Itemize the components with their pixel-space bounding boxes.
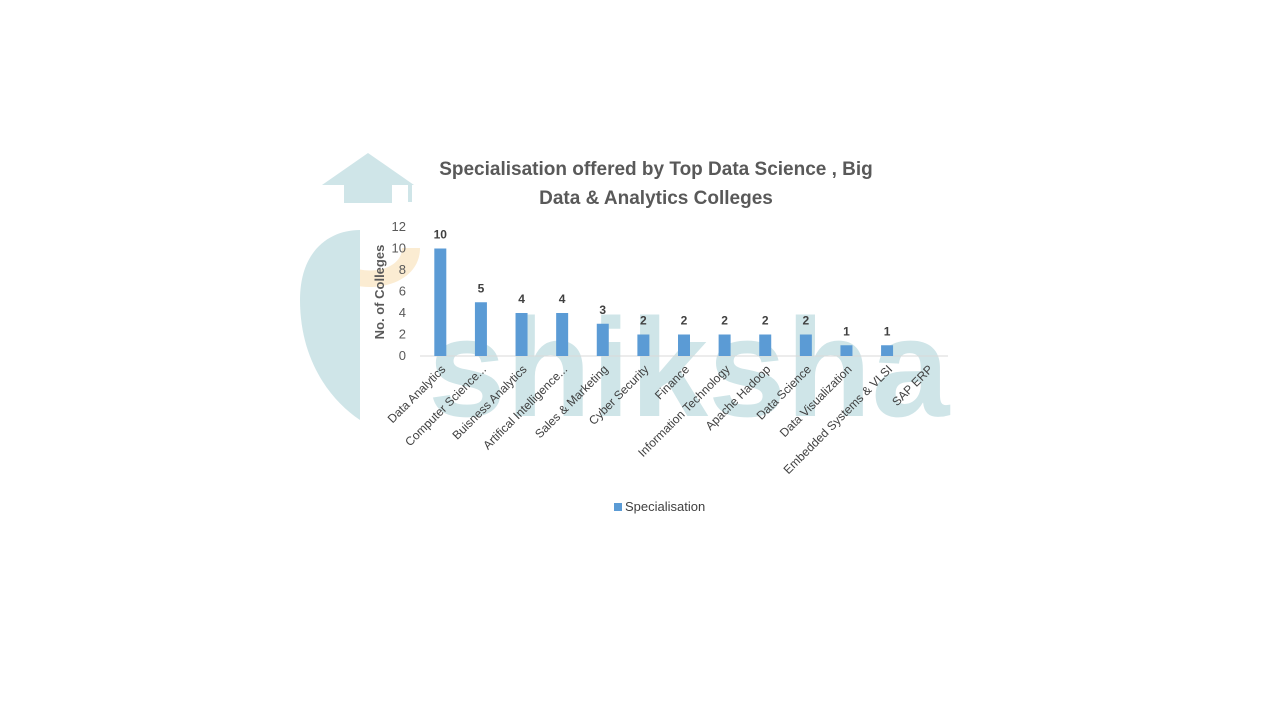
data-label: 2 bbox=[762, 314, 769, 328]
y-tick-label: 0 bbox=[399, 348, 406, 363]
data-label: 1 bbox=[884, 324, 891, 338]
bar-series-specialisation bbox=[434, 248, 894, 356]
data-label: 2 bbox=[721, 314, 728, 328]
data-label: 2 bbox=[803, 314, 810, 328]
bar bbox=[474, 302, 487, 356]
data-label: 5 bbox=[478, 281, 485, 295]
y-tick-label: 6 bbox=[399, 284, 406, 299]
bar bbox=[799, 334, 812, 356]
bar bbox=[515, 313, 528, 356]
bar bbox=[637, 334, 650, 356]
data-label: 2 bbox=[681, 314, 688, 328]
watermark-text: shiksha bbox=[428, 289, 951, 446]
data-label: 2 bbox=[640, 314, 647, 328]
data-label: 4 bbox=[559, 292, 566, 306]
graduation-cap-base bbox=[344, 185, 392, 203]
y-axis-ticks: 0 2 4 6 8 10 12 bbox=[392, 219, 406, 363]
graduation-cap-tassel bbox=[408, 185, 412, 202]
data-label: 10 bbox=[434, 228, 448, 242]
bar bbox=[840, 345, 853, 356]
data-labels: 10 5 4 4 3 2 2 2 2 2 1 1 bbox=[434, 228, 891, 339]
bar bbox=[881, 345, 894, 356]
y-tick-label: 8 bbox=[399, 262, 406, 277]
graduation-cap-icon bbox=[322, 153, 414, 185]
shiksha-watermark: shiksha bbox=[300, 153, 951, 446]
y-tick-label: 4 bbox=[399, 305, 406, 320]
bar bbox=[596, 323, 609, 356]
y-tick-label: 2 bbox=[399, 327, 406, 342]
y-tick-label: 10 bbox=[392, 241, 406, 256]
bar bbox=[718, 334, 731, 356]
bar bbox=[556, 313, 569, 356]
watermark-head-shape bbox=[300, 230, 360, 420]
legend: Specialisation bbox=[614, 499, 705, 514]
data-label: 4 bbox=[518, 292, 525, 306]
chart-title-line-1: Specialisation offered by Top Data Scien… bbox=[439, 159, 873, 180]
bar bbox=[678, 334, 690, 356]
chart-title-line-2: Data & Analytics Colleges bbox=[539, 188, 773, 209]
legend-swatch bbox=[614, 503, 622, 511]
bar bbox=[759, 334, 772, 356]
y-tick-label: 12 bbox=[392, 219, 406, 234]
legend-label: Specialisation bbox=[625, 499, 705, 514]
y-axis-label: No. of Colleges bbox=[372, 245, 387, 340]
bar bbox=[434, 248, 447, 356]
data-label: 1 bbox=[843, 324, 850, 338]
data-label: 3 bbox=[599, 303, 606, 317]
